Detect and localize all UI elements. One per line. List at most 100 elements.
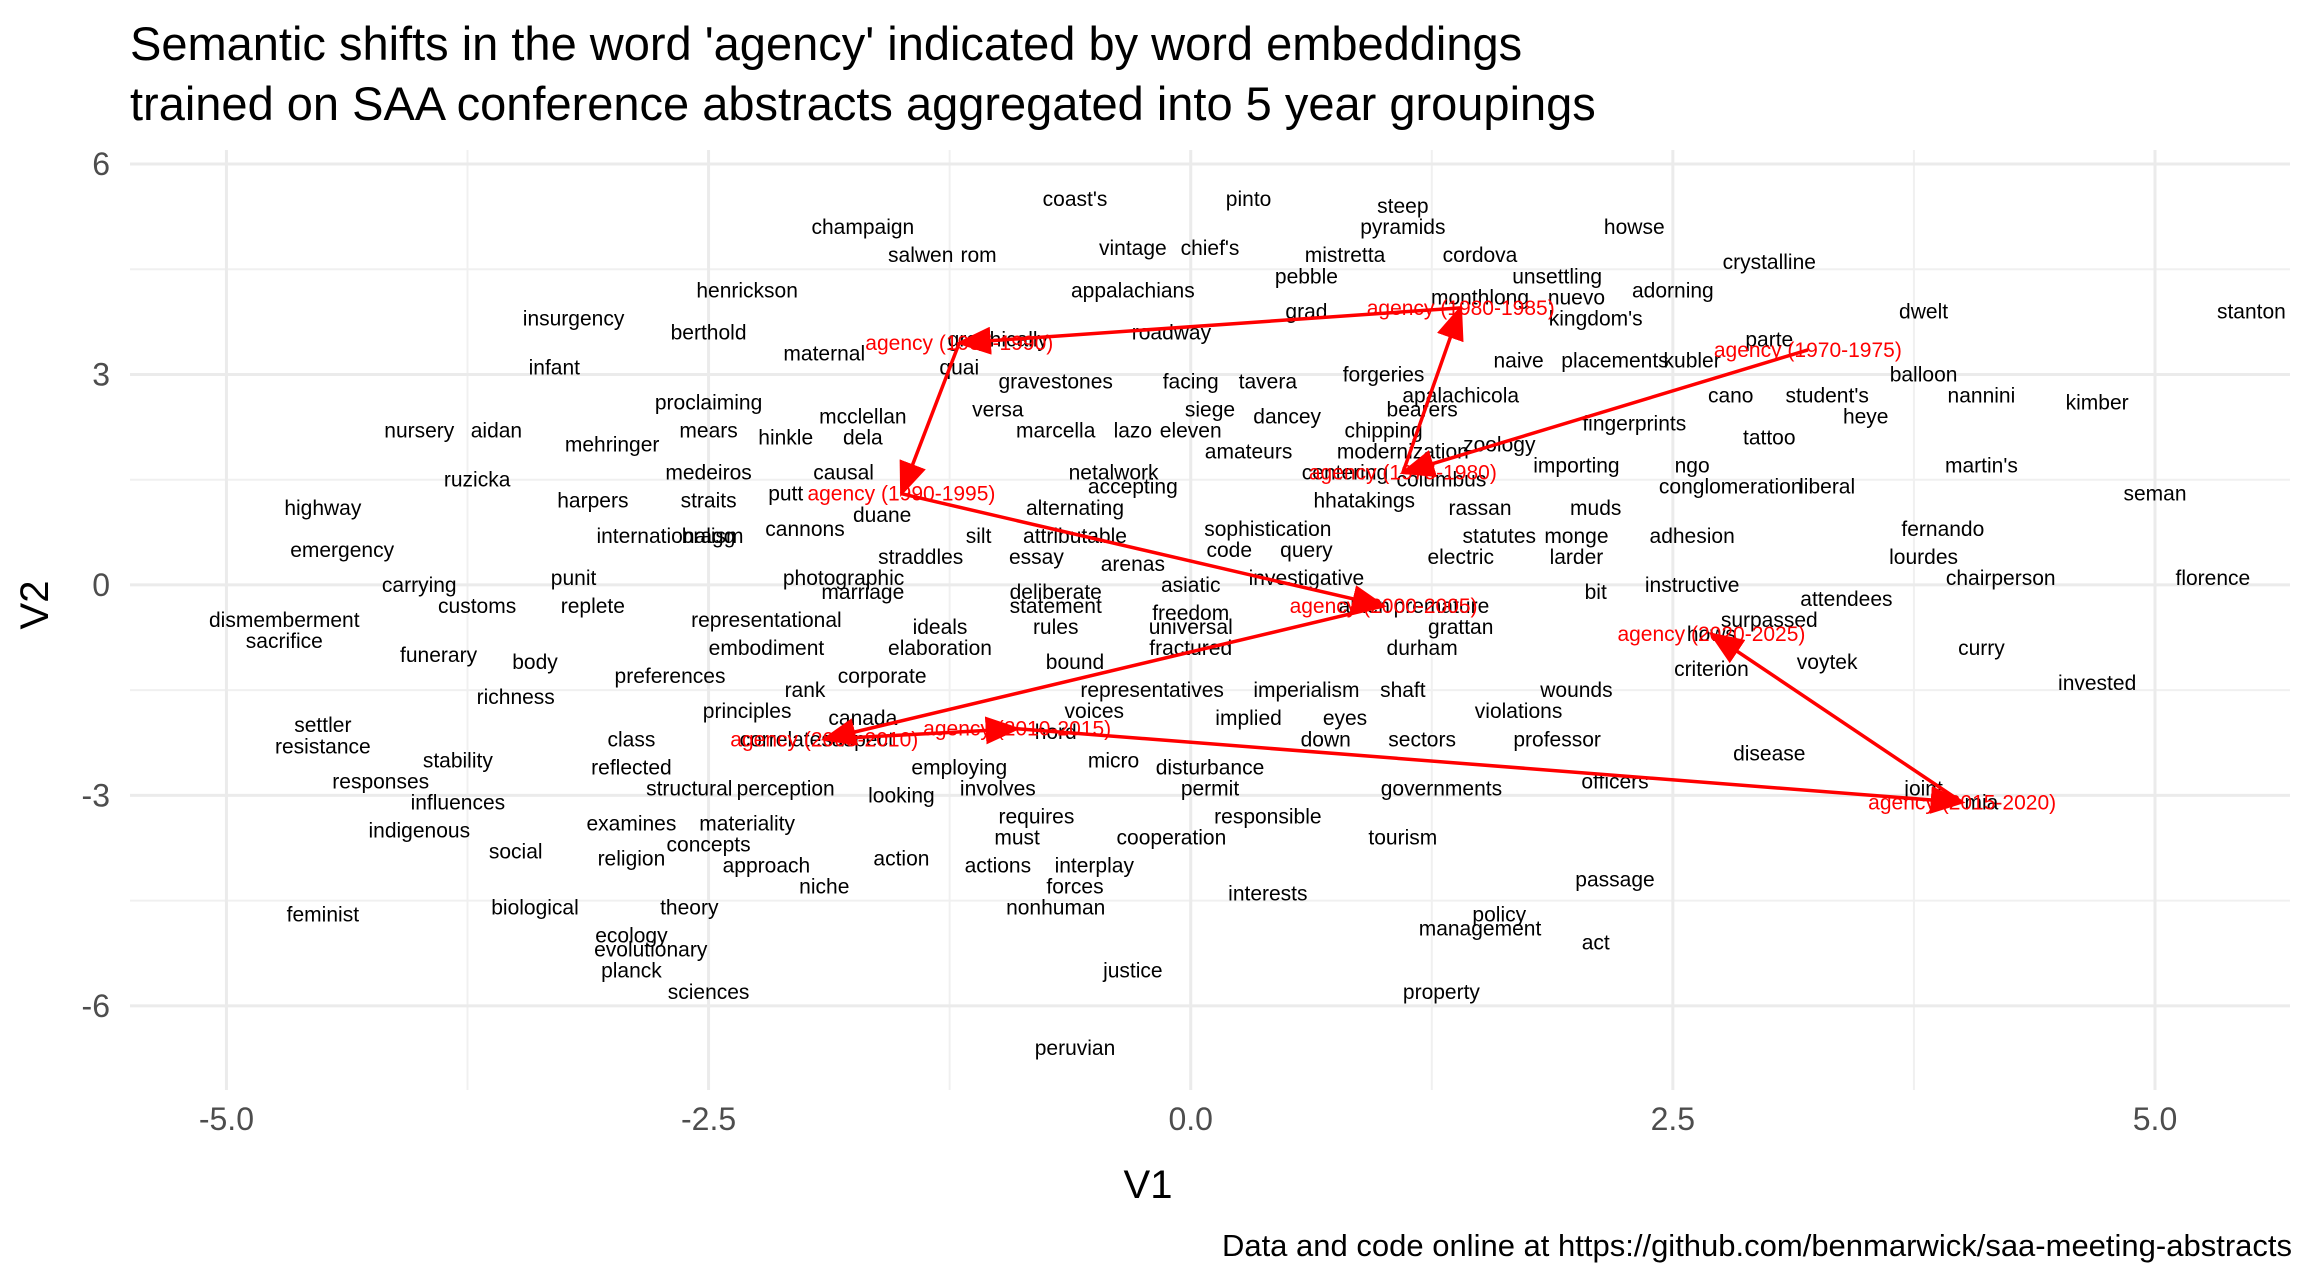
word-label: social [489,840,543,863]
word-label: dwelt [1899,300,1948,323]
agency-arrow [899,342,961,497]
word-label: adorning [1632,279,1714,302]
word-label: reflected [591,756,672,779]
agency-label: agency (1985-1990) [865,332,1053,355]
y-tick-label: 6 [92,146,110,182]
word-label: berthold [671,321,747,344]
grid-minor [130,150,2290,1090]
word-label: nursery [384,420,455,443]
agency-arrow [901,492,1387,613]
word-label: martin's [1945,455,2018,478]
word-label: responsible [1214,805,1321,828]
word-label: steep [1377,195,1428,218]
word-label: tattoo [1743,427,1796,450]
word-label: straits [681,490,737,513]
word-label: disease [1733,742,1805,765]
word-label: causal [813,462,874,485]
x-axis-title: V1 [1124,1163,1173,1207]
word-label: code [1207,539,1253,562]
word-label: rules [1033,616,1079,639]
word-label: corporate [838,665,927,688]
agency-label: agency (2005-2010) [730,728,918,751]
word-label: cannons [765,518,844,541]
y-axis-ticks: 6 3 0 -3 -6 [82,146,110,1024]
word-label: interests [1228,883,1307,906]
word-label: disturbance [1156,756,1265,779]
word-label: carrying [382,574,457,597]
word-label: chairperson [1946,567,2056,590]
word-label: crystalline [1723,251,1816,274]
word-label: eleven [1160,420,1222,443]
word-label: salwen [888,244,953,267]
word-label: statement [1010,595,1102,618]
word-label: governments [1381,777,1502,800]
word-label: nannini [1948,385,2016,408]
word-label: unsettling [1512,265,1602,288]
word-label: photographic [783,567,904,590]
word-label: replete [561,595,625,618]
word-label: approach [723,855,811,878]
word-label: punit [551,567,597,590]
word-label: coast's [1043,188,1108,211]
word-label: funerary [400,644,478,667]
word-label: kubler [1664,349,1721,372]
word-label: attributable [1023,525,1127,548]
word-label: attendees [1800,588,1892,611]
word-label: balloon [1890,363,1958,386]
x-tick-label: -5.0 [199,1101,254,1137]
agency-label: agency (2020-2025) [1617,623,1805,646]
word-label: mcclellan [819,406,907,429]
word-label: fractured [1149,637,1232,660]
word-label: indigenous [368,819,470,842]
word-label: instructive [1645,574,1740,597]
word-label: premature [1394,595,1490,618]
word-label: monthlong [1431,286,1529,309]
word-label: elaboration [888,637,992,660]
word-label: lazo [1114,420,1153,443]
word-label: body [512,651,558,674]
word-label: rom [960,244,996,267]
word-label: cordova [1443,244,1518,267]
word-label: bragg [682,525,736,548]
agency-label: agency (1970-1975) [1714,339,1902,362]
word-label: violations [1475,700,1563,723]
word-label: centering [1302,462,1388,485]
word-label: florence [2175,567,2250,590]
word-label: act [1582,932,1610,955]
word-label: infant [529,356,581,379]
word-label: peruvian [1035,1037,1116,1060]
word-label: medeiros [665,462,751,485]
chart-title: Semantic shifts in the word 'agency' ind… [130,14,1596,134]
word-label: policy [1472,904,1526,927]
word-label: criterion [1674,658,1749,681]
word-label: highway [284,497,362,520]
word-label: representatives [1080,679,1224,702]
chart-title-line-1: Semantic shifts in the word 'agency' ind… [130,17,1523,70]
word-label: stanton [2217,300,2286,323]
agency-path [820,304,1966,814]
word-label: settler [294,714,351,737]
word-label: conglomeration [1659,476,1803,499]
word-label: cooperation [1117,826,1227,849]
word-label: deliberate [1010,581,1102,604]
word-label: putt [768,483,803,506]
word-label: perception [737,777,835,800]
word-label: feminist [287,904,360,927]
word-label: adhesion [1650,525,1735,548]
word-label: naive [1493,349,1543,372]
x-tick-label: 2.5 [1651,1101,1695,1137]
agency-arrow [1399,348,1809,477]
word-label: class [607,728,655,751]
word-label: vintage [1099,237,1167,260]
word-label: structural [646,777,732,800]
x-tick-label: -2.5 [681,1101,736,1137]
word-label: amateurs [1205,441,1293,464]
word-label: placements [1561,349,1668,372]
word-label: gravestones [999,370,1113,393]
word-label: arenas [1101,553,1165,576]
word-label: marcella [1016,420,1096,443]
word-label: student's [1785,385,1868,408]
agency-label: agency (2010-2015) [923,718,1111,741]
word-label: action [873,848,929,871]
